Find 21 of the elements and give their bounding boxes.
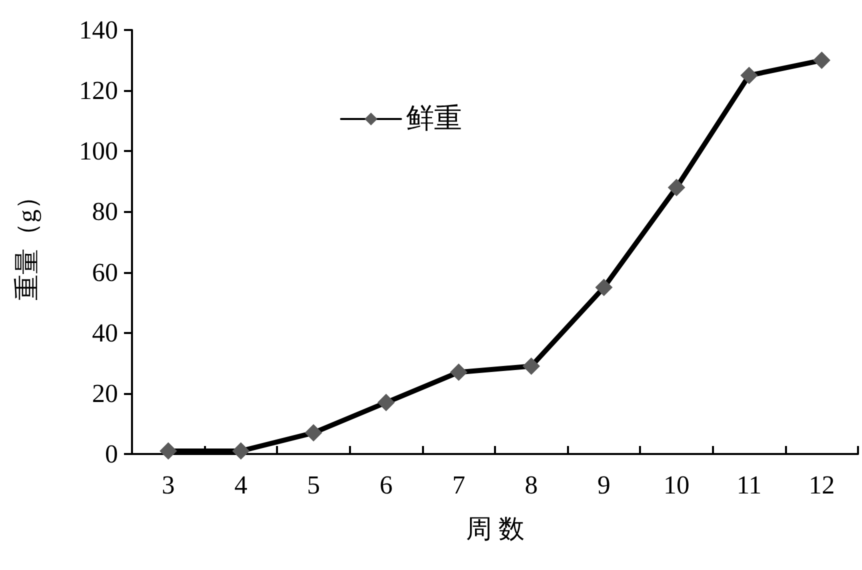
x-tick-label: 11	[736, 470, 762, 500]
x-tick-label: 8	[524, 470, 538, 500]
y-axis-title: 重量（g）	[12, 184, 42, 300]
y-tick-label: 20	[92, 378, 118, 408]
y-tick-label: 40	[92, 318, 118, 348]
legend-label: 鲜重	[406, 104, 462, 134]
x-tick-label: 4	[234, 470, 248, 500]
y-tick-label: 100	[79, 136, 118, 166]
x-tick-label: 3	[162, 470, 175, 500]
x-tick-label: 6	[380, 470, 393, 500]
y-tick-label: 80	[92, 197, 118, 226]
y-tick-label: 60	[92, 258, 118, 287]
x-tick-label: 9	[597, 470, 610, 500]
y-tick-label: 140	[79, 16, 118, 44]
x-tick-label: 7	[452, 470, 466, 500]
x-tick-label: 5	[307, 470, 320, 500]
x-axis-title: 周 数	[466, 514, 524, 544]
y-tick-label: 120	[79, 76, 118, 106]
x-tick-label: 12	[808, 470, 835, 500]
y-tick-label: 0	[105, 440, 118, 468]
x-tick-label: 10	[664, 470, 690, 500]
